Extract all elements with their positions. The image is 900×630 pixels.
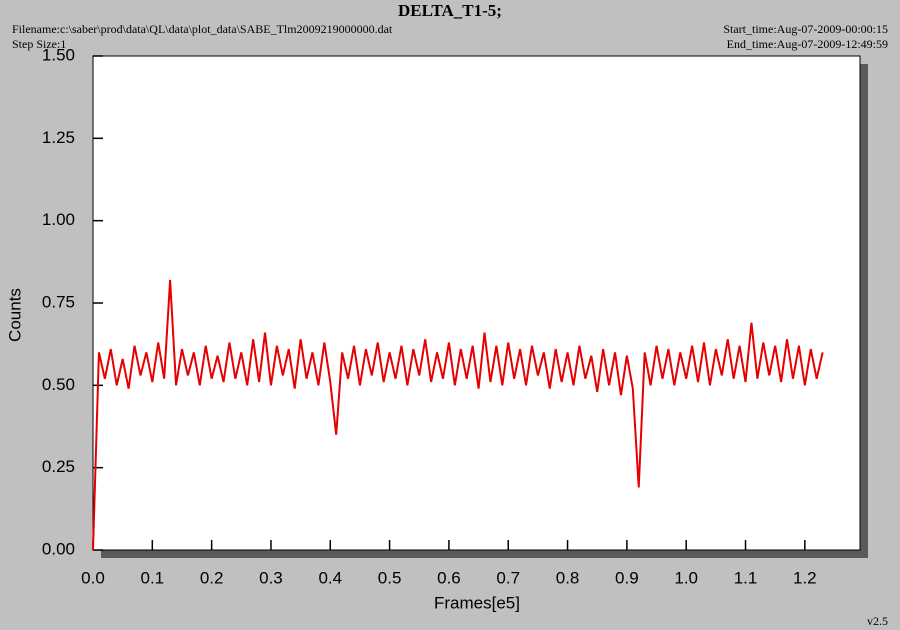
x-tick-label: 0.4 xyxy=(318,568,342,587)
filename: Filename:c:\saber\prod\data\QL\data\plot… xyxy=(12,22,393,36)
x-tick-label: 0.3 xyxy=(259,568,283,587)
chart-title: DELTA_T1-5; xyxy=(398,1,502,20)
data-line xyxy=(92,279,824,551)
y-tick-label: 0.50 xyxy=(42,375,75,394)
x-tick-label: 0.5 xyxy=(378,568,402,587)
y-axis-label: Counts xyxy=(5,288,24,342)
y-tick-label: 0.25 xyxy=(42,457,75,476)
end-time: End_time:Aug-07-2009-12:49:59 xyxy=(727,37,888,51)
x-tick-label: 0.9 xyxy=(615,568,639,587)
version: v2.5 xyxy=(867,614,888,628)
plot-area xyxy=(92,55,861,551)
x-tick-label: 1.2 xyxy=(793,568,817,587)
x-tick-label: 0.1 xyxy=(140,568,164,587)
y-tick-label: 0.00 xyxy=(42,539,75,558)
x-tick-label: 0.7 xyxy=(496,568,520,587)
start-time: Start_time:Aug-07-2009-00:00:15 xyxy=(723,22,888,36)
y-tick-label: 1.00 xyxy=(42,210,75,229)
x-tick-label: 0.6 xyxy=(437,568,461,587)
x-tick-label: 0.8 xyxy=(556,568,580,587)
x-tick-label: 0.0 xyxy=(81,568,105,587)
x-tick-label: 1.1 xyxy=(734,568,758,587)
step-size: Step Size:1 xyxy=(12,37,66,51)
y-tick-label: 1.50 xyxy=(42,45,75,64)
x-axis-label: Frames[e5] xyxy=(434,593,520,612)
x-tick-label: 0.2 xyxy=(200,568,224,587)
x-tick-label: 1.0 xyxy=(674,568,698,587)
y-tick-label: 1.25 xyxy=(42,128,75,147)
y-tick-label: 0.75 xyxy=(42,292,75,311)
